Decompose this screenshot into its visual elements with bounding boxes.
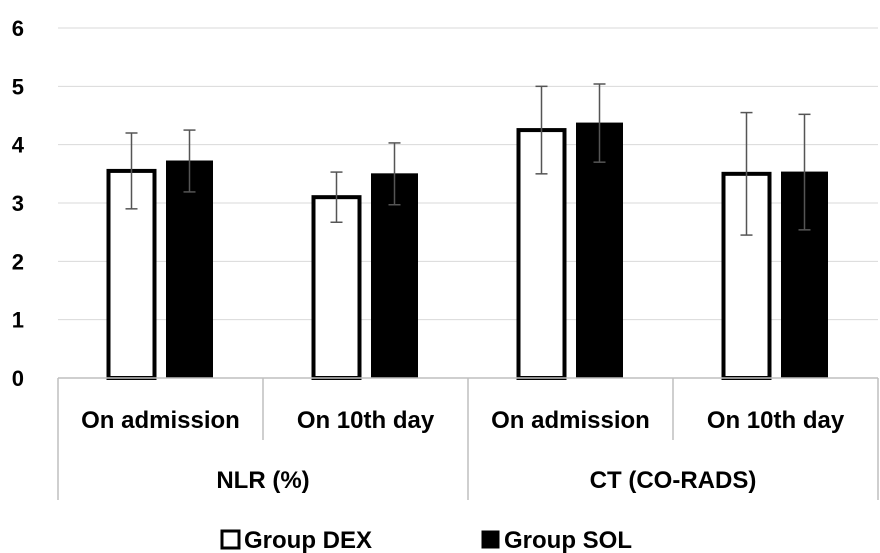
y-tick-label: 3: [12, 191, 24, 216]
legend-swatch: [481, 530, 500, 549]
legend-swatch: [220, 529, 241, 550]
x-category-labels: On admission On 10th day On admission On 10…: [81, 407, 845, 434]
bars: [106, 122, 828, 380]
bar: [166, 160, 213, 379]
error-bars: [125, 83, 811, 236]
y-tick-label: 2: [12, 249, 24, 274]
y-axis-ticks: 0 1 2 3 4 5 6: [12, 16, 25, 391]
x-category-label: On admission: [491, 407, 650, 434]
legend-label: Group SOL: [504, 527, 632, 553]
x-category-label: On admission: [81, 407, 240, 434]
x-group-labels: NLR (%) CT (CO-RADS): [216, 467, 756, 494]
x-group-label: NLR (%): [216, 467, 309, 494]
bar: [576, 122, 623, 379]
legend-label: Group DEX: [244, 527, 372, 553]
x-axis: [57, 377, 879, 500]
y-tick-label: 0: [12, 366, 24, 391]
y-tick-label: 1: [12, 308, 24, 333]
y-tick-label: 4: [12, 133, 25, 158]
x-category-label: On 10th day: [707, 407, 845, 434]
x-group-label: CT (CO-RADS): [590, 467, 757, 494]
y-tick-label: 6: [12, 16, 24, 41]
y-tick-label: 5: [12, 74, 24, 99]
bar: [311, 195, 362, 380]
legend: Group DEX Group SOL: [220, 527, 632, 553]
x-category-label: On 10th day: [297, 407, 435, 434]
